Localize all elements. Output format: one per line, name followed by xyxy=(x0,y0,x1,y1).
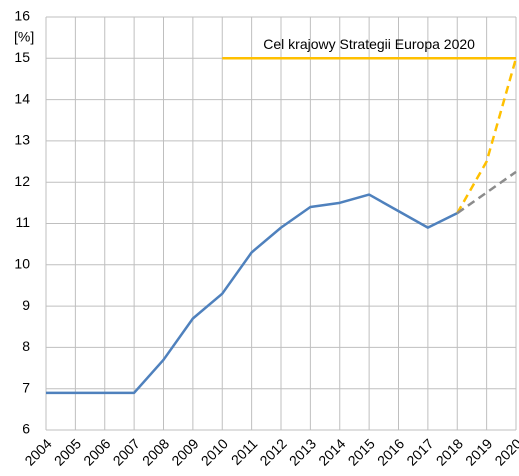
x-tick-label: 2015 xyxy=(345,435,378,468)
x-tick-label: 2012 xyxy=(256,435,289,468)
x-tick-label: 2007 xyxy=(110,435,143,468)
line-series xyxy=(456,170,517,215)
y-tick-label: 10 xyxy=(14,256,30,272)
y-tick-label: 7 xyxy=(22,379,30,395)
y-tick-label: 11 xyxy=(15,214,30,230)
y-tick-label: 14 xyxy=(14,90,30,106)
x-tick-label: 2006 xyxy=(80,435,113,468)
x-tick-label: 2008 xyxy=(139,435,172,468)
x-tick-label: 2017 xyxy=(403,435,436,468)
x-tick-label: 2004 xyxy=(21,435,54,468)
x-tick-label: 2005 xyxy=(51,435,84,468)
x-tick-label: 2016 xyxy=(374,435,407,468)
x-tick-label: 2019 xyxy=(462,435,495,468)
y-tick-label: 8 xyxy=(22,338,30,354)
series-label: Cel krajowy Strategii Europa 2020 xyxy=(263,36,475,52)
y-tick-label: 15 xyxy=(14,49,30,65)
x-tick-label: 2020 xyxy=(491,435,519,468)
x-tick-label: 2010 xyxy=(198,435,231,468)
x-tick-label: 2009 xyxy=(168,435,201,468)
y-tick-label: 6 xyxy=(22,421,30,437)
x-tick-label: 2011 xyxy=(228,435,261,468)
line-series xyxy=(46,193,458,395)
line-series xyxy=(456,57,518,214)
x-tick-label: 2013 xyxy=(286,435,319,468)
y-tick-label: 12 xyxy=(14,173,30,189)
y-tick-label: 16 xyxy=(14,8,30,24)
y-tick-label: 9 xyxy=(22,297,30,313)
x-tick-label: 2018 xyxy=(433,435,466,468)
x-tick-label: 2014 xyxy=(315,435,348,468)
y-tick-label: 13 xyxy=(14,132,30,148)
y-axis-label: [%] xyxy=(14,29,34,45)
